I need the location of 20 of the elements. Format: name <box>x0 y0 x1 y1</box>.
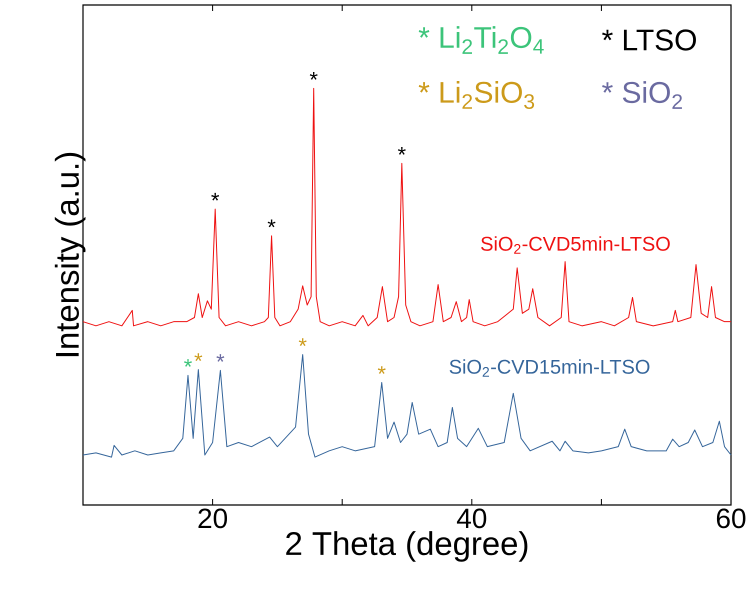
annotation: * <box>310 72 318 80</box>
series-label: SiO$_{2}$-CVD15min-LTSO <box>450 359 650 377</box>
annotation: * <box>211 192 220 201</box>
text: * LTSO <box>602 29 696 51</box>
annotation: * <box>398 147 406 155</box>
annotation: * <box>298 338 307 346</box>
annotation: * <box>184 359 192 367</box>
series-label: SiO$_{2}$-CVD5min-LTSO <box>481 236 670 254</box>
annotation: * Li$_{2}$SiO$_{3}$ <box>418 81 534 109</box>
text: * Li$_{2}$Ti$_{2}$O$_{4}$ <box>418 26 544 54</box>
annotation: * SiO$_{2}$ <box>602 81 682 109</box>
annotation: * <box>268 220 276 228</box>
x-tick-label: 20 <box>198 508 228 528</box>
x-axis-title: 2 Theta (degree) <box>286 531 528 562</box>
x-tick-label: 60 <box>716 508 746 528</box>
y-axis-title: Intensity (a.u.) <box>54 152 86 356</box>
annotation: * <box>378 366 386 374</box>
annotation: * <box>216 354 224 362</box>
annotation: * <box>194 353 202 361</box>
x-tick-label: 40 <box>456 508 486 528</box>
